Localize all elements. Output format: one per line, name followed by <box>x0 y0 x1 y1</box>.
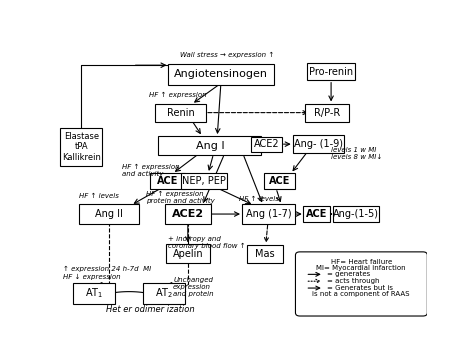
Text: ACE2: ACE2 <box>172 209 204 219</box>
FancyBboxPatch shape <box>60 128 102 166</box>
FancyBboxPatch shape <box>168 64 274 84</box>
Text: HF ↑ expression: HF ↑ expression <box>149 92 207 98</box>
Text: HF ↑ expression
and activity: HF ↑ expression and activity <box>122 163 179 177</box>
Text: NEP, PEP: NEP, PEP <box>182 176 226 186</box>
Text: = generates: = generates <box>328 271 371 277</box>
Text: MI= Myocardial infarction: MI= Myocardial infarction <box>317 265 406 271</box>
Text: HF ↑ expression
protein and activity: HF ↑ expression protein and activity <box>146 191 214 204</box>
FancyBboxPatch shape <box>292 135 344 153</box>
Text: is not a component of RAAS: is not a component of RAAS <box>312 291 410 297</box>
FancyBboxPatch shape <box>143 283 185 304</box>
Text: Pro-renin: Pro-renin <box>309 67 353 77</box>
Text: HF ↑ levels: HF ↑ levels <box>239 196 279 202</box>
FancyBboxPatch shape <box>73 283 115 304</box>
Text: AT$_1$: AT$_1$ <box>85 287 103 300</box>
Text: Unchanged
expression
and protein: Unchanged expression and protein <box>173 277 214 297</box>
FancyBboxPatch shape <box>264 173 295 189</box>
Text: levels 1 w MI
levels 8 w MI↓: levels 1 w MI levels 8 w MI↓ <box>331 147 383 160</box>
FancyBboxPatch shape <box>166 245 210 263</box>
Text: Renin: Renin <box>166 108 194 117</box>
Text: Angiotensinogen: Angiotensinogen <box>174 69 268 79</box>
FancyBboxPatch shape <box>307 63 355 80</box>
FancyBboxPatch shape <box>79 204 139 224</box>
Text: Ang-(1-5): Ang-(1-5) <box>333 209 379 219</box>
Text: ACE: ACE <box>306 209 327 219</box>
Text: = Generates but is: = Generates but is <box>328 285 393 291</box>
Text: ACE2: ACE2 <box>254 139 280 149</box>
Text: Elastase
tPA
Kallikrein: Elastase tPA Kallikrein <box>62 132 101 162</box>
Text: AT$_2$: AT$_2$ <box>155 287 173 300</box>
FancyBboxPatch shape <box>242 204 295 224</box>
FancyBboxPatch shape <box>333 206 379 222</box>
Text: ACE: ACE <box>269 176 291 186</box>
Text: Het er odimer ization: Het er odimer ization <box>106 305 195 314</box>
FancyBboxPatch shape <box>150 173 185 189</box>
Text: = acts through: = acts through <box>328 278 380 284</box>
FancyBboxPatch shape <box>158 136 261 155</box>
Text: R/P-R: R/P-R <box>314 108 340 117</box>
Text: HF= Heart failure: HF= Heart failure <box>330 259 392 265</box>
Text: + inotropy and
coronary blood flow ↑: + inotropy and coronary blood flow ↑ <box>168 236 245 250</box>
Text: HF ↑ levels: HF ↑ levels <box>80 193 119 199</box>
FancyBboxPatch shape <box>182 173 228 189</box>
Text: Wall stress → expression ↑: Wall stress → expression ↑ <box>181 52 275 58</box>
Text: Ang (1-7): Ang (1-7) <box>246 209 292 219</box>
Text: Mas: Mas <box>255 249 275 259</box>
Text: Apelin: Apelin <box>173 249 203 259</box>
Text: Ang I: Ang I <box>196 141 224 151</box>
Text: Ang II: Ang II <box>95 209 123 219</box>
FancyBboxPatch shape <box>305 104 349 121</box>
FancyBboxPatch shape <box>302 206 330 222</box>
FancyBboxPatch shape <box>251 137 283 152</box>
Text: ↑ expression 24 h-7d  MI
HF ↓ expression: ↑ expression 24 h-7d MI HF ↓ expression <box>63 266 151 279</box>
FancyBboxPatch shape <box>295 252 428 316</box>
Text: ACE: ACE <box>157 176 178 186</box>
FancyBboxPatch shape <box>165 204 211 224</box>
FancyBboxPatch shape <box>246 245 283 263</box>
Text: Ang- (1-9): Ang- (1-9) <box>294 139 343 149</box>
FancyBboxPatch shape <box>155 104 206 121</box>
